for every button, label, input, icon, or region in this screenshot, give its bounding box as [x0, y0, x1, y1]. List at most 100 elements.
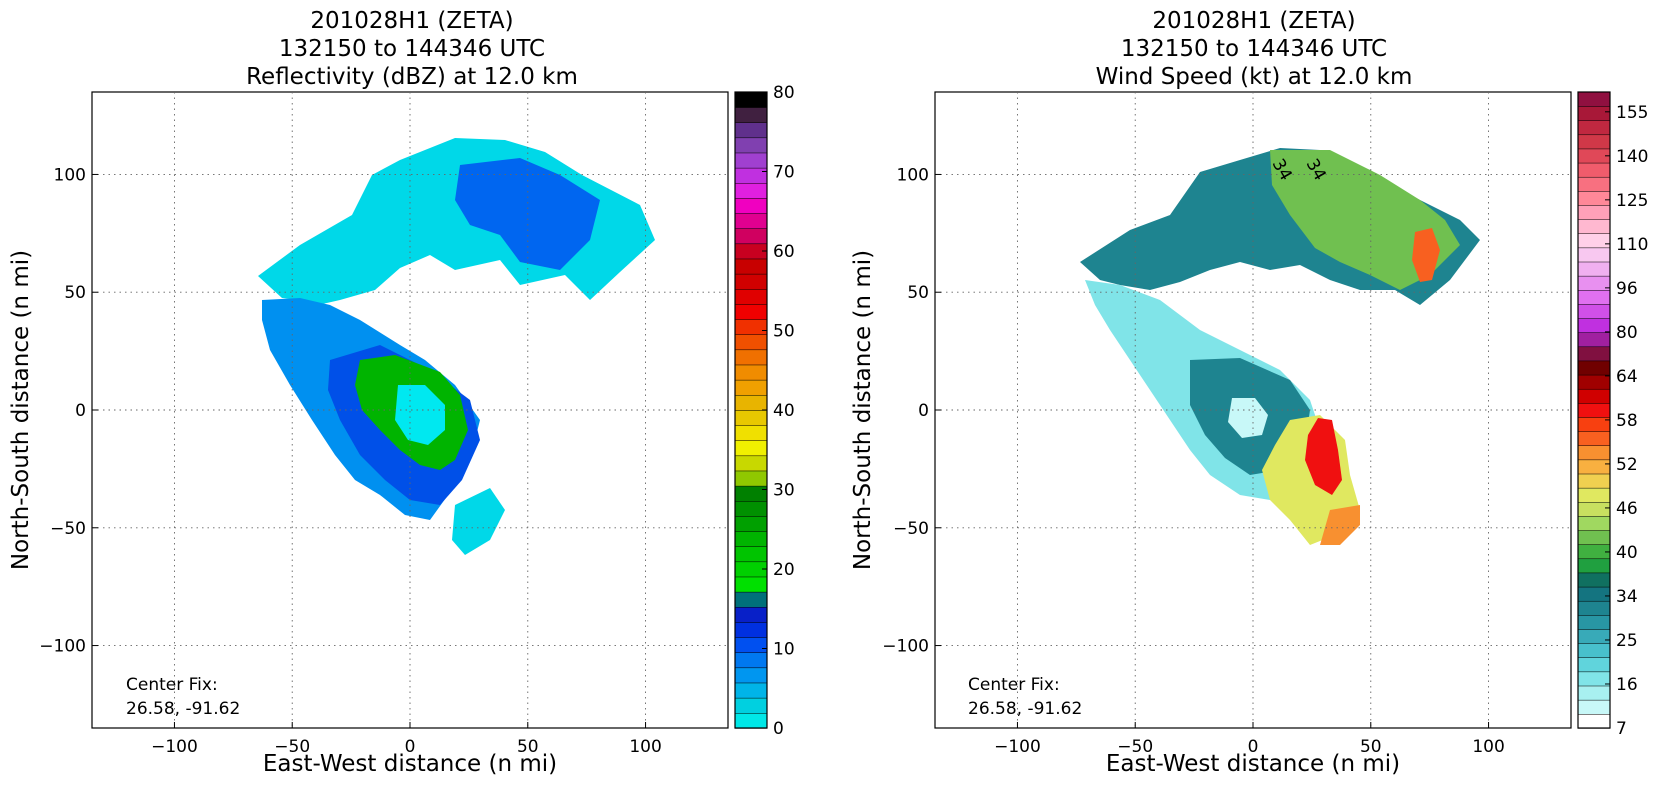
colorbar-segment: [1577, 346, 1611, 362]
colorbar-segment: [1577, 91, 1611, 107]
y-axis-label: North-South distance (n mi): [850, 250, 876, 570]
x-tick-label: −50: [274, 737, 310, 757]
colorbar-segment: [1577, 317, 1611, 333]
colorbar-segment: [1577, 529, 1611, 545]
colorbar-segment: [1577, 374, 1611, 390]
chart-title-line-3: Reflectivity (dBZ) at 12.0 km: [246, 64, 578, 90]
colorbar-segment: [1577, 218, 1611, 234]
colorbar-segment: [1577, 572, 1611, 588]
colorbar-segment: [734, 137, 768, 154]
wind-speed-field: [1080, 148, 1480, 545]
chart-title-line-1: 201028H1 (ZETA): [1152, 8, 1355, 34]
colorbar-tick-label: 80: [1616, 323, 1638, 343]
y-tick-label: 50: [907, 283, 929, 303]
colorbar-segment: [734, 636, 768, 653]
colorbar-segment: [734, 455, 768, 472]
chart-title-line-2: 132150 to 144346 UTC: [1121, 36, 1387, 62]
colorbar-segment: [734, 621, 768, 638]
colorbar-segment: [734, 152, 768, 169]
colorbar-segment: [734, 530, 768, 547]
colorbar-segment: [734, 122, 768, 139]
colorbar-tick-label: 7: [1616, 719, 1627, 739]
colorbar: 7 16 25 34 40 46 52 58 64 80 96 110 125 140 155: [1577, 91, 1648, 739]
colorbar-tick-label: 52: [1616, 455, 1638, 475]
colorbar-segment: [734, 334, 768, 351]
y-tick-label: −50: [50, 519, 86, 539]
colorbar-segment: [734, 500, 768, 517]
colorbar-segment: [734, 712, 768, 729]
colorbar-tick-label: 10: [773, 640, 795, 660]
colorbar-segment: [734, 258, 768, 275]
colorbar-segment: [734, 318, 768, 335]
x-tick-label: 0: [1248, 737, 1259, 757]
colorbar-segment: [734, 228, 768, 245]
colorbar-segment: [1577, 162, 1611, 178]
x-tick-label: −100: [151, 737, 198, 757]
colorbar-segment: [734, 485, 768, 502]
colorbar-segment: [734, 697, 768, 714]
colorbar-segment: [1577, 699, 1611, 715]
colorbar-segment: [734, 409, 768, 426]
colorbar-segment: [734, 182, 768, 199]
colorbar-segment: [1577, 105, 1611, 121]
colorbar-segment: [1577, 360, 1611, 376]
y-tick-label: 100: [54, 165, 86, 185]
colorbar-segment: [1577, 289, 1611, 305]
y-tick-label: 0: [75, 401, 86, 421]
y-tick-label: 100: [897, 165, 929, 185]
colorbar-segment: [1577, 642, 1611, 658]
colorbar-tick-label: 140: [1616, 147, 1648, 167]
colorbar-segment: [1577, 600, 1611, 616]
x-tick-label: 100: [629, 737, 661, 757]
center-fix-label: Center Fix:: [126, 675, 218, 695]
reflectivity-rainband-north: [258, 138, 655, 305]
reflectivity-panel: 201028H1 (ZETA) 132150 to 144346 UTC Ref…: [8, 8, 795, 777]
colorbar-segment: [1577, 445, 1611, 461]
colorbar-segment: [734, 303, 768, 320]
grid: [935, 92, 1571, 728]
colorbar-tick-label: 25: [1616, 631, 1638, 651]
y-axis-ticks: −100 −50 0 50 100: [39, 165, 98, 657]
colorbar-segment: [734, 652, 768, 669]
colorbar-segment: [734, 288, 768, 305]
colorbar-segment: [1577, 247, 1611, 263]
colorbar-segment: [1577, 473, 1611, 489]
colorbar-tick-label: 34: [1616, 587, 1638, 607]
colorbar-tick-label: 96: [1616, 279, 1638, 299]
colorbar-segment: [734, 667, 768, 684]
colorbar-segment: [1577, 204, 1611, 220]
wind-speed-panel: 201028H1 (ZETA) 132150 to 144346 UTC Win…: [850, 8, 1648, 777]
x-tick-label: 100: [1472, 737, 1504, 757]
colorbar-segment: [1577, 176, 1611, 192]
colorbar-segment: [1577, 685, 1611, 701]
colorbar-segment: [1577, 713, 1611, 729]
colorbar-segment: [734, 682, 768, 699]
x-tick-label: 50: [517, 737, 539, 757]
colorbar-segment: [734, 91, 768, 108]
colorbar-segment: [1577, 233, 1611, 249]
center-fix-value: 26.58, -91.62: [968, 699, 1082, 719]
colorbar-segment: [734, 591, 768, 608]
colorbar-segment: [1577, 586, 1611, 602]
y-tick-label: −50: [893, 519, 929, 539]
colorbar-segment: [1577, 430, 1611, 446]
reflectivity-eye: [395, 385, 445, 445]
colorbar-segment: [1577, 628, 1611, 644]
colorbar-tick-label: 58: [1616, 411, 1638, 431]
colorbar-tick-label: 155: [1616, 103, 1648, 123]
colorbar-segment: [734, 106, 768, 123]
colorbar-tick-label: 46: [1616, 499, 1638, 519]
colorbar-segment: [734, 364, 768, 381]
chart-title-line-3: Wind Speed (kt) at 12.0 km: [1096, 64, 1413, 90]
colorbar-segment: [1577, 332, 1611, 348]
x-tick-label: 50: [1360, 737, 1382, 757]
chart-title-line-2: 132150 to 144346 UTC: [279, 36, 545, 62]
colorbar-segment: [1577, 501, 1611, 517]
colorbar-segment: [1577, 657, 1611, 673]
colorbar-tick-label: 70: [773, 163, 795, 183]
colorbar-tick-label: 125: [1616, 191, 1648, 211]
chart-title-line-1: 201028H1 (ZETA): [310, 8, 513, 34]
colorbar-tick-label: 50: [773, 322, 795, 342]
colorbar-segment: [1577, 303, 1611, 319]
